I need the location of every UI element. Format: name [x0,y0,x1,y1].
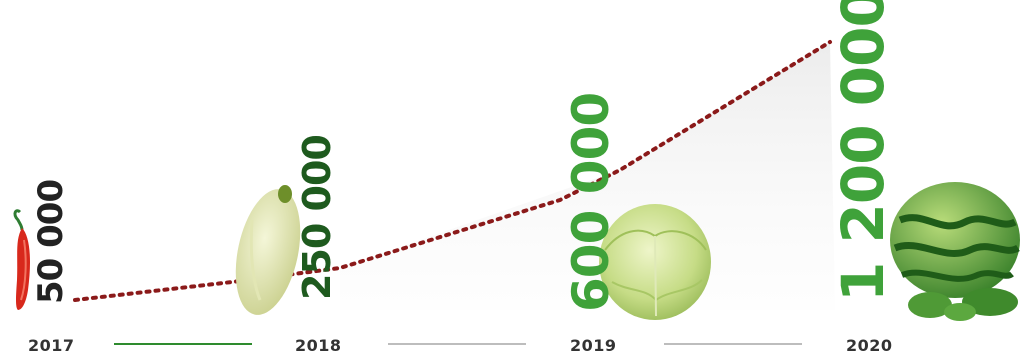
timeline-segment-2019-2020 [664,343,802,345]
squash-icon [235,185,301,315]
cabbage-icon [599,204,711,320]
value-label-2017: 50 000 [31,179,71,304]
trend-shade [340,42,835,310]
year-label-2018: 2018 [295,336,342,355]
year-label-2019: 2019 [570,336,617,355]
value-label-2018: 250 000 [295,135,339,300]
year-label-2020: 2020 [846,336,893,355]
trend-line [73,40,832,302]
timeline-segment-2018-2019 [388,343,526,345]
value-label-2020: 1 200 000 [829,0,897,302]
value-label-2019: 600 000 [562,92,620,312]
chili-pepper-icon [13,209,30,310]
watermelon-icon [890,182,1020,321]
year-label-2017: 2017 [28,336,75,355]
timeline-segment-2017-2018 [114,343,252,345]
